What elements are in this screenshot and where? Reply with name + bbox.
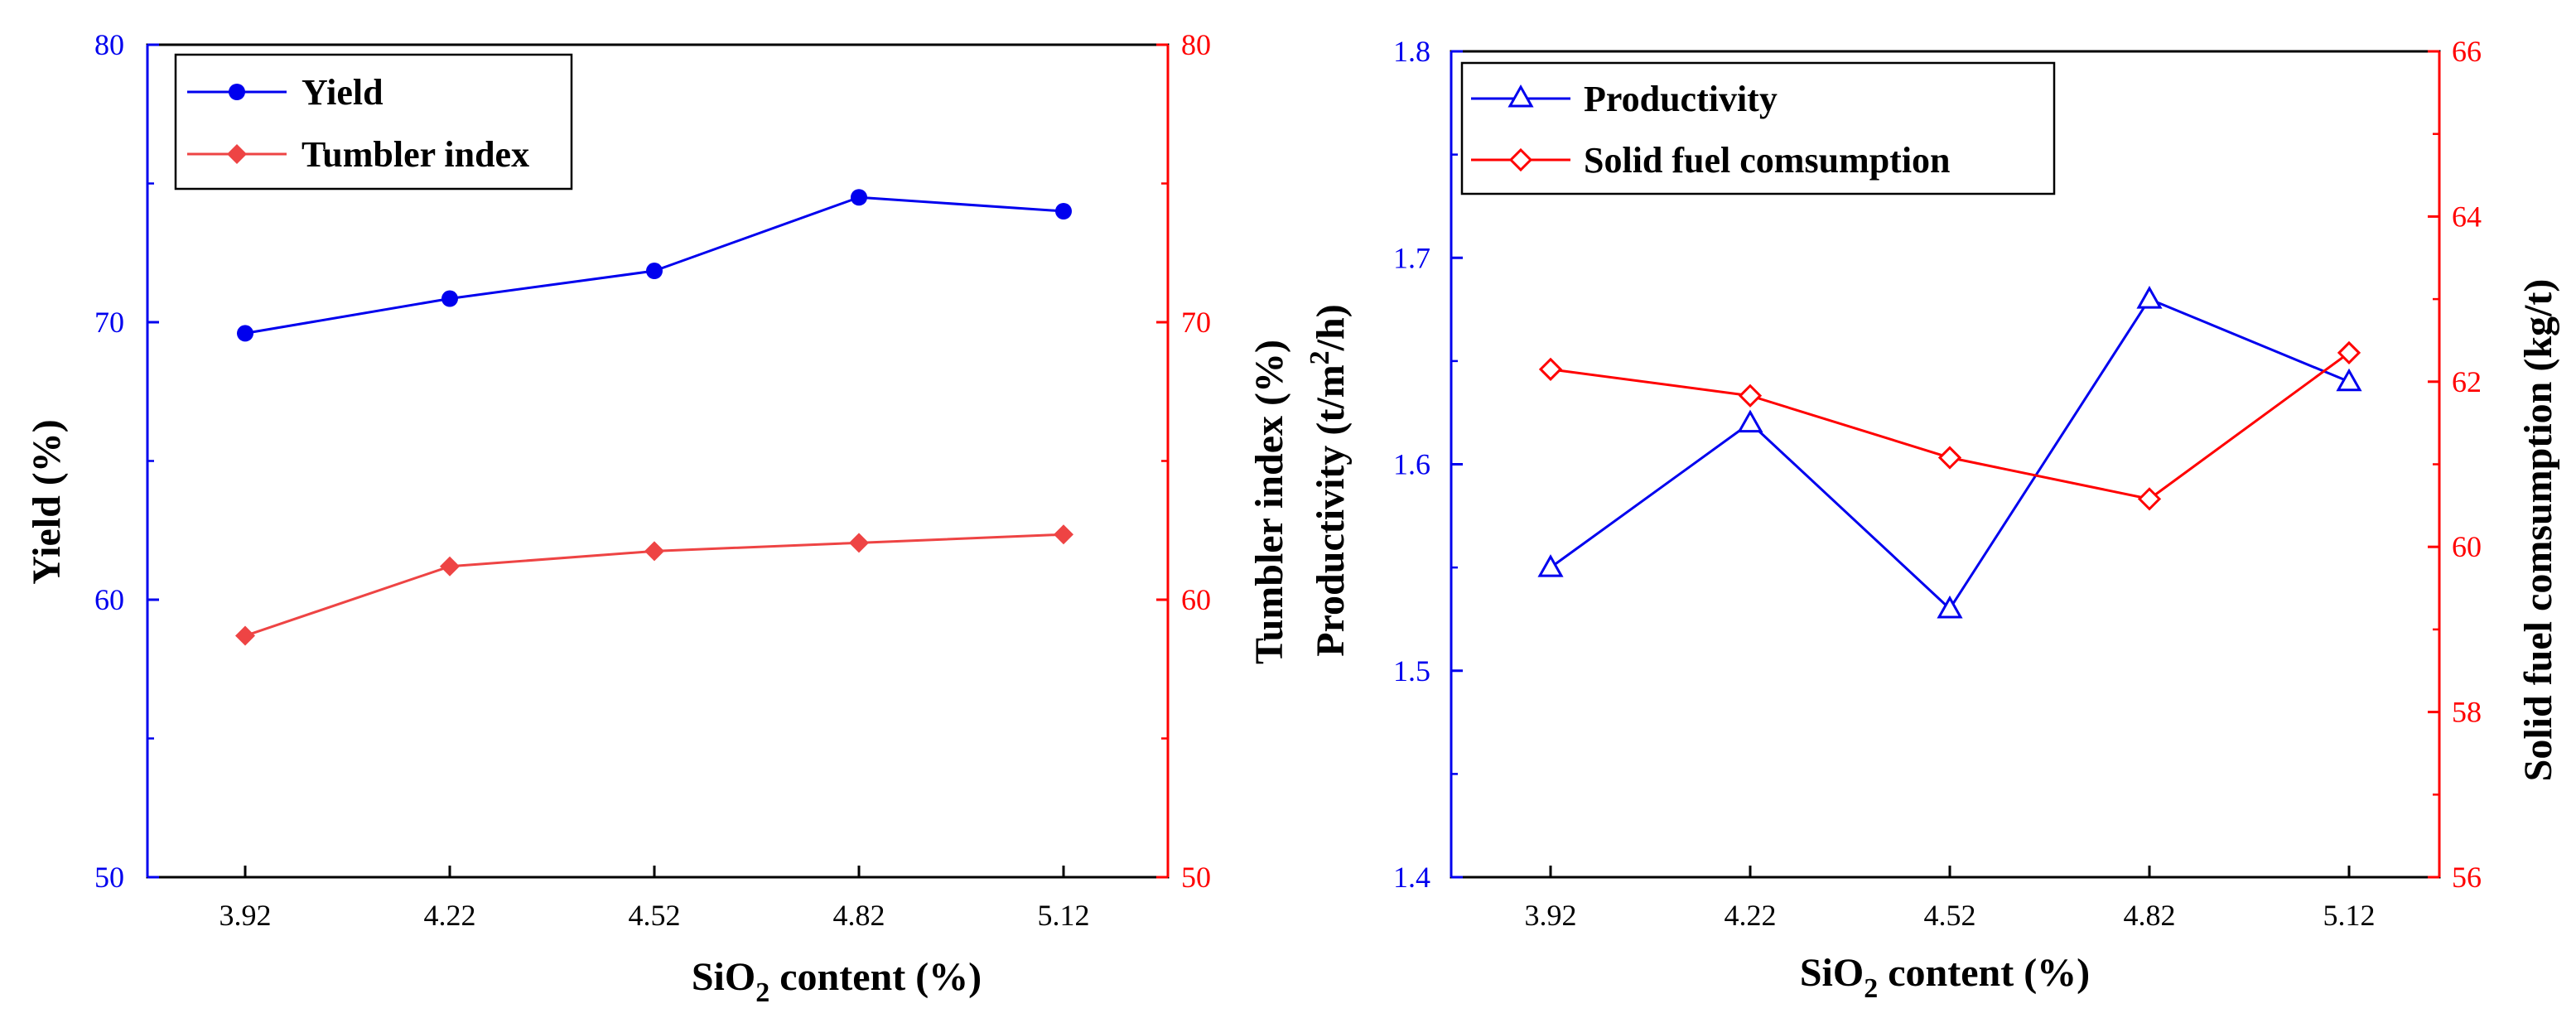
data-point [2137, 487, 2162, 511]
y-tick-label-right: 56 [2452, 861, 2482, 894]
x-tick-label: 4.22 [1725, 899, 1777, 932]
y-tick-label-right: 58 [2452, 696, 2482, 729]
legend: Yield Tumbler index [174, 53, 573, 191]
legend-box [1460, 61, 2056, 195]
legend-label-yield: Yield [301, 72, 384, 113]
data-point [2336, 368, 2362, 392]
tick-marks: 3.92 4.22 4.52 4.82 5.12 50 60 70 80 50 60 70 80 [94, 28, 1211, 932]
y-tick-label-right: 80 [1181, 28, 1211, 61]
y-tick-label-left: 70 [94, 306, 124, 339]
legend-marker-tumbler [227, 144, 247, 164]
data-point [646, 263, 663, 280]
data-point [440, 556, 460, 577]
panel-productivity-fuel: 3.92 4.22 4.52 4.82 5.12 1.4 1.5 1.6 1.7 1.8 56 58 6… [1305, 35, 2560, 1004]
data-point [849, 533, 869, 553]
tick-marks: 3.92 4.22 4.52 4.82 5.12 1.4 1.5 1.6 1.7 1.8 56 58 6… [1393, 35, 2482, 932]
y-axis-title-left: Yield (%) [25, 419, 69, 585]
panel-yield-tumbler: 3.92 4.22 4.52 4.82 5.12 50 60 70 80 50 60 70 80 SiO… [25, 28, 1291, 1008]
data-point [1055, 203, 1072, 220]
series-line [1550, 351, 2350, 500]
data-point [2136, 286, 2163, 309]
y-tick-label-right: 60 [2452, 530, 2482, 563]
x-tick-label: 3.92 [1525, 899, 1577, 932]
legend-marker-fuel [1508, 147, 1533, 172]
legend-label-tumbler: Tumbler index [301, 134, 529, 175]
legend-marker-yield [229, 84, 245, 100]
legend-label-fuel: Solid fuel comsumption [1584, 140, 1951, 181]
data-point [2337, 340, 2361, 365]
y-tick-label-left: 1.8 [1393, 35, 1430, 68]
legend: Productivity Solid fuel comsumption [1460, 61, 2056, 195]
y-tick-label-left: 1.4 [1393, 861, 1430, 894]
x-tick-label: 5.12 [1038, 899, 1090, 932]
y-tick-label-left: 1.6 [1393, 448, 1430, 481]
x-tick-label: 5.12 [2323, 899, 2376, 932]
x-tick-label: 4.52 [1924, 899, 1976, 932]
data-point [851, 189, 867, 206]
data-point [1737, 409, 1763, 433]
y-tick-label-right: 60 [1181, 583, 1211, 616]
data-point [1937, 595, 1963, 619]
x-tick-label: 4.22 [424, 899, 476, 932]
data-point [1537, 554, 1564, 577]
y-axis-title-left: Productivity (t/m2/h) [1305, 304, 1353, 656]
y-tick-label-right: 64 [2452, 200, 2482, 233]
y-tick-label-left: 80 [94, 28, 124, 61]
y-tick-label-right: 62 [2452, 365, 2482, 398]
y-tick-label-left: 50 [94, 861, 124, 894]
x-tick-label: 4.82 [2124, 899, 2176, 932]
series-marks [1537, 286, 2362, 619]
y-tick-label-right: 66 [2452, 35, 2482, 68]
x-tick-label: 4.52 [629, 899, 681, 932]
x-axis-title: SiO2 content (%) [692, 955, 982, 1008]
y-tick-label-left: 1.7 [1393, 241, 1430, 274]
data-point [1738, 384, 1763, 408]
x-tick-label: 4.82 [833, 899, 885, 932]
x-tick-label: 3.92 [219, 899, 272, 932]
y-tick-label-right: 70 [1181, 306, 1211, 339]
series-marks [235, 189, 1073, 646]
y-tick-label-right: 50 [1181, 861, 1211, 894]
data-point [1054, 524, 1073, 545]
data-point [441, 290, 458, 307]
data-point [235, 625, 255, 646]
legend-marker-productivity [1507, 84, 1534, 108]
data-point [237, 325, 253, 342]
legend-box [174, 53, 573, 191]
data-point [644, 541, 664, 562]
x-axis-title: SiO2 content (%) [1800, 951, 2090, 1004]
data-point [1937, 446, 1962, 470]
legend-label-productivity: Productivity [1584, 79, 1778, 119]
y-axis-title-right: Solid fuel comsumption (kg/t) [2516, 279, 2560, 782]
y-axis-title-right: Tumbler index (%) [1247, 340, 1291, 664]
y-tick-label-left: 60 [94, 583, 124, 616]
y-tick-label-left: 1.5 [1393, 654, 1430, 688]
data-point [1538, 357, 1563, 381]
